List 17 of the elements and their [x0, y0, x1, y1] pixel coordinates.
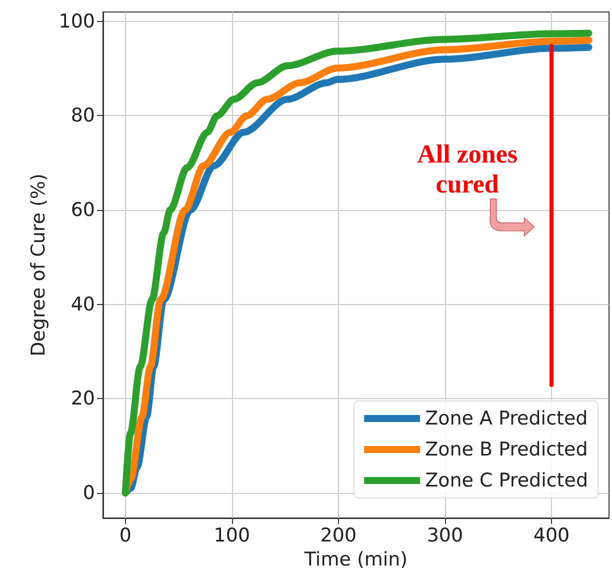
legend-label: Zone C Predicted: [425, 470, 588, 492]
x-tick-label: 100: [214, 524, 250, 546]
y-tick-label: 100: [58, 10, 95, 32]
legend-label: Zone B Predicted: [425, 438, 588, 460]
x-axis-title: Time (min): [303, 548, 408, 570]
y-tick-label: 60: [70, 199, 95, 222]
x-tick-label: 0: [119, 524, 132, 546]
legend-label: Zone A Predicted: [425, 408, 588, 430]
y-tick-label: 40: [70, 293, 95, 316]
y-tick-label: 20: [70, 388, 95, 410]
annotation: All zones cured: [417, 139, 518, 198]
y-tick-label: 80: [70, 104, 95, 127]
x-tick-label: 400: [533, 524, 570, 546]
y-tick-label: 0: [82, 482, 95, 504]
x-tick-label: 200: [320, 524, 357, 546]
x-tick-label: 300: [426, 524, 464, 546]
y-axis-title: Degree of Cure (%): [27, 174, 50, 356]
